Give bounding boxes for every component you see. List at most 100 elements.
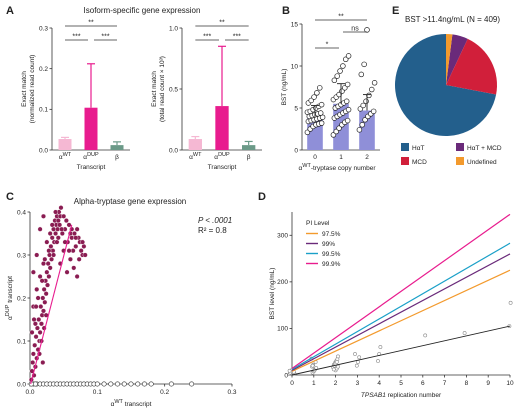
y-tick-label: 0.0 [169, 147, 178, 154]
data-point [53, 209, 59, 215]
x-tick-label: αDUP [214, 152, 230, 161]
panel-a-title: Isoform-specific gene expression [84, 6, 201, 15]
x-tick-label: 10 [506, 380, 514, 387]
x-tick-label: 1 [312, 380, 316, 387]
data-point [44, 269, 50, 275]
data-point [331, 367, 336, 372]
y-axis-label: Exact match(total read count × 10³) [151, 56, 166, 122]
data-point [310, 363, 315, 368]
data-point [40, 360, 46, 366]
y-tick-label: 1.0 [169, 25, 178, 32]
y-tick-label: 0.2 [17, 295, 26, 302]
y-tick-label: 0.4 [17, 209, 26, 216]
x-tick-label: 0 [290, 380, 294, 387]
x-tick-label: 4 [377, 380, 381, 387]
legend-swatch [456, 157, 464, 165]
x-axis-label: TPSAB1 replication number [361, 392, 442, 399]
data-point [38, 304, 44, 310]
data-point [30, 360, 36, 366]
significance-label: ** [338, 14, 344, 21]
data-point [340, 63, 346, 69]
panel-d: D 0 100 200 300 0 1 2 3 4 5 6 7 8 9 10 PI Level 97.5% 99%… [258, 191, 514, 399]
y-axis-label: BST (ng/mL) [281, 69, 288, 106]
data-point [371, 80, 378, 86]
data-point [51, 252, 57, 258]
data-point [334, 73, 340, 79]
y-tick-label: 300 [277, 233, 288, 240]
data-point [376, 359, 380, 363]
data-point [337, 68, 343, 74]
y-tick-label: 10 [291, 63, 299, 70]
data-point [73, 243, 79, 249]
y-tick-label: 5 [294, 105, 298, 112]
pi-line [291, 269, 511, 372]
data-point [78, 248, 84, 254]
x-tick-label: 0.1 [93, 389, 102, 396]
significance-label: *** [72, 34, 80, 41]
data-point [33, 334, 39, 340]
x-tick-label: 2 [365, 154, 369, 161]
data-point [33, 304, 39, 310]
chart-c: 0.0 0.1 0.2 0.3 0.4 0.0 0.1 0.2 0.3 αWT transcrip… [5, 205, 237, 408]
data-point [336, 354, 340, 359]
chart-e: HαT HαT + MCD MCD Undefined [395, 34, 502, 166]
x-tick-label: 0.3 [227, 389, 236, 396]
bar [84, 107, 98, 150]
data-point [58, 205, 64, 211]
data-point [508, 300, 513, 305]
x-tick-label: β [247, 154, 251, 161]
data-point [49, 256, 55, 262]
data-point [57, 222, 63, 228]
data-point [360, 102, 366, 109]
legend-swatch [456, 143, 464, 151]
data-point-hollow [121, 381, 127, 387]
data-point-hollow [189, 381, 195, 387]
data-point [370, 108, 377, 115]
data-point [364, 27, 370, 33]
significance-label: ns [351, 26, 359, 33]
panel-c-letter: C [6, 191, 14, 203]
data-point [40, 308, 46, 314]
panel-b: B 0 5 10 15 0 1 2 αWT-tryptase copy number BST (… [281, 5, 380, 172]
x-tick-label: αWT [189, 152, 202, 161]
data-point [74, 274, 80, 280]
legend-label: Undefined [467, 159, 497, 166]
data-point [36, 317, 42, 323]
data-point [29, 329, 35, 335]
data-point [369, 86, 375, 93]
data-point [336, 364, 340, 369]
data-point [317, 85, 323, 91]
data-point [37, 226, 43, 232]
x-axis-label: αWT transcript [111, 399, 152, 408]
data-point [42, 299, 48, 305]
data-point [32, 342, 38, 348]
legend-label: 97.5% [322, 231, 341, 238]
y-axis-label: Exact match(normalized read count) [21, 55, 36, 124]
x-tick-label: 2 [334, 380, 338, 387]
panel-c-stat-r2: R² = 0.8 [198, 226, 227, 235]
data-point [345, 106, 352, 113]
data-point [353, 352, 357, 356]
data-point-hollow [135, 381, 141, 387]
significance-label: ** [219, 20, 225, 27]
data-point [34, 252, 40, 258]
chart-a1: 0.0 0.1 0.2 0.3 αWT αDUP β Transcript Exact matc… [21, 20, 130, 171]
data-point [344, 81, 351, 88]
data-point [318, 120, 325, 126]
x-tick-label: 0.2 [160, 389, 169, 396]
y-tick-label: 0.1 [17, 338, 26, 345]
data-point [35, 295, 41, 301]
data-point [358, 71, 365, 78]
pie-slice [446, 38, 497, 95]
data-point [71, 230, 77, 236]
legend-label: MCD [412, 159, 427, 166]
x-tick-label: 0.0 [25, 389, 34, 396]
data-point [40, 295, 46, 301]
data-point [54, 239, 60, 245]
data-point-hollow [32, 381, 38, 387]
x-tick-label: 3 [356, 380, 360, 387]
data-point [59, 226, 65, 232]
y-axis-label: BST level (ng/mL) [269, 268, 276, 320]
data-point [82, 252, 88, 258]
data-point [378, 345, 383, 349]
